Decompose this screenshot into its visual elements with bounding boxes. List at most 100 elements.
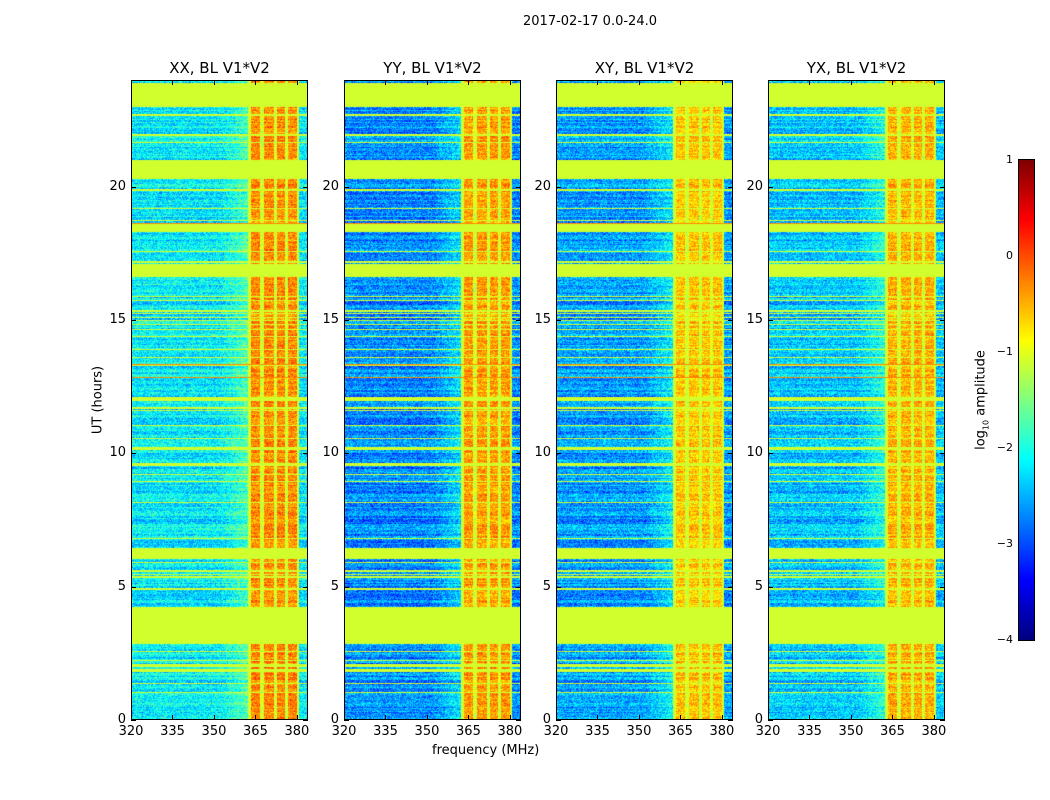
x-tick-mark [426, 80, 428, 85]
y-tick-label: 20 [746, 178, 763, 194]
heatmap-cells [132, 81, 307, 719]
x-tick-mark [426, 715, 428, 720]
y-tick-label: 5 [754, 578, 763, 594]
y-tick-label: 20 [322, 178, 339, 194]
x-tick-label: 350 [626, 724, 652, 739]
heatmap-panel [344, 80, 521, 720]
colorbar [1018, 159, 1035, 641]
y-tick-label: 5 [117, 578, 126, 594]
figure-title: 2017-02-17 0.0-24.0 [523, 14, 657, 29]
colorbar-tick-label: −4 [996, 633, 1013, 646]
y-tick-mark [516, 720, 521, 721]
y-tick-mark [768, 186, 773, 188]
x-tick-mark [468, 715, 470, 720]
y-tick-mark [728, 720, 733, 721]
x-tick-mark [892, 715, 894, 720]
y-tick-mark [728, 453, 733, 455]
y-tick-mark [516, 320, 521, 321]
y-tick-mark [768, 586, 773, 588]
y-tick-mark [940, 186, 945, 188]
y-tick-label: 10 [534, 445, 551, 461]
x-tick-mark [131, 80, 132, 85]
y-tick-mark [344, 586, 349, 588]
x-tick-mark [556, 80, 557, 85]
y-axis-label: UT (hours) [90, 365, 106, 435]
y-tick-mark [556, 186, 561, 188]
x-tick-label: 380 [284, 724, 310, 739]
y-tick-mark [131, 586, 136, 588]
y-tick-mark [768, 320, 773, 321]
y-tick-label: 5 [330, 578, 339, 594]
x-tick-label: 335 [160, 724, 185, 739]
y-tick-label: 10 [109, 445, 126, 461]
colorbar-gradient [1019, 160, 1034, 640]
x-tick-mark [892, 80, 894, 85]
y-tick-mark [940, 720, 945, 721]
y-tick-label: 0 [754, 712, 763, 727]
heatmap-panel [556, 80, 733, 720]
heatmap-cells [769, 81, 944, 719]
heatmap-cells [557, 81, 732, 719]
x-tick-mark [385, 80, 387, 85]
x-tick-mark [850, 80, 852, 85]
x-tick-label: 365 [668, 724, 693, 739]
panel-title: YY, BL V1*V2 [383, 59, 482, 77]
y-tick-mark [556, 320, 561, 321]
y-tick-mark [768, 453, 773, 455]
y-tick-mark [768, 720, 773, 721]
x-tick-label: 380 [497, 724, 523, 739]
x-tick-mark [131, 715, 132, 720]
y-tick-mark [344, 453, 349, 455]
y-tick-mark [131, 186, 136, 188]
y-tick-mark [131, 320, 136, 321]
x-axis-label: frequency (MHz) [432, 743, 540, 758]
x-tick-label: 335 [585, 724, 610, 739]
x-tick-mark [556, 715, 557, 720]
x-tick-mark [296, 715, 298, 720]
y-tick-label: 15 [746, 312, 763, 327]
x-tick-mark [768, 80, 769, 85]
y-tick-mark [516, 586, 521, 588]
panel-title: XX, BL V1*V2 [169, 59, 270, 77]
y-tick-mark [728, 186, 733, 188]
x-tick-label: 320 [118, 724, 144, 739]
x-tick-mark [638, 80, 640, 85]
y-tick-mark [303, 186, 308, 188]
x-tick-label: 320 [543, 724, 569, 739]
x-tick-label: 380 [921, 724, 947, 739]
x-tick-mark [680, 715, 682, 720]
y-tick-mark [344, 186, 349, 188]
y-tick-mark [131, 720, 136, 721]
x-tick-mark [933, 80, 935, 85]
x-tick-label: 335 [797, 724, 822, 739]
y-tick-mark [556, 586, 561, 588]
x-tick-label: 365 [880, 724, 905, 739]
x-tick-mark [721, 80, 723, 85]
y-tick-mark [344, 320, 349, 321]
x-tick-mark [385, 715, 387, 720]
x-tick-mark [768, 715, 769, 720]
x-tick-mark [721, 715, 723, 720]
y-tick-mark [516, 453, 521, 455]
x-tick-mark [296, 80, 298, 85]
x-tick-label: 320 [331, 724, 357, 739]
panel-title: YX, BL V1*V2 [806, 59, 907, 77]
x-tick-mark [933, 715, 935, 720]
y-tick-label: 15 [322, 312, 339, 327]
heatmap-panel [768, 80, 945, 720]
y-tick-mark [940, 586, 945, 588]
y-tick-mark [131, 453, 136, 455]
y-tick-mark [728, 320, 733, 321]
x-tick-mark [255, 715, 257, 720]
x-tick-mark [344, 80, 345, 85]
y-tick-label: 10 [746, 445, 763, 461]
x-tick-mark [809, 80, 811, 85]
heatmap-panel [131, 80, 308, 720]
y-tick-mark [728, 586, 733, 588]
y-tick-label: 0 [330, 712, 339, 727]
x-tick-label: 350 [201, 724, 227, 739]
x-tick-mark [597, 715, 599, 720]
y-tick-mark [303, 720, 308, 721]
colorbar-label-rest: amplitude [973, 350, 989, 420]
x-tick-mark [509, 80, 511, 85]
